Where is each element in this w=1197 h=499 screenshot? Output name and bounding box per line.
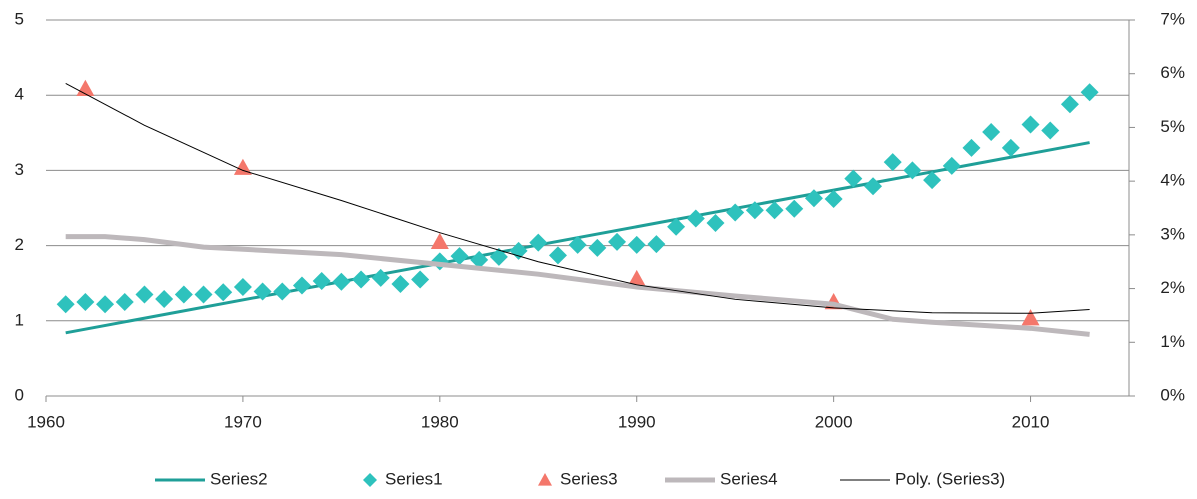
data-point [706, 214, 725, 233]
data-point [174, 285, 193, 304]
y-tick-label: 5 [15, 9, 24, 28]
y-tick-label: 0 [15, 385, 24, 404]
y2-tick-label: 2% [1160, 278, 1185, 297]
data-point [667, 217, 686, 236]
data-point [332, 272, 351, 291]
data-point [470, 250, 489, 269]
data-point [608, 232, 627, 251]
y2-tick-label: 0% [1160, 385, 1185, 404]
data-point [233, 277, 252, 296]
data-point [726, 203, 745, 222]
data-point [1060, 95, 1079, 114]
data-point [509, 241, 528, 260]
x-tick-label: 1980 [421, 412, 459, 431]
data-point [1080, 83, 1099, 102]
x-tick-label: 1970 [224, 412, 262, 431]
data-point [686, 209, 705, 228]
data-point [214, 283, 233, 302]
data-point [411, 270, 430, 289]
data-point [56, 295, 75, 314]
data-point [233, 158, 252, 175]
data-point [548, 246, 567, 265]
data-point [489, 247, 508, 266]
legend-label: Poly. (Series3) [895, 469, 1005, 488]
y2-tick-label: 7% [1160, 9, 1185, 28]
legend-label: Series2 [210, 469, 268, 488]
data-point [1041, 121, 1060, 140]
data-point [745, 201, 764, 220]
y2-tick-label: 4% [1160, 171, 1185, 190]
data-point [115, 293, 134, 311]
data-point [785, 199, 804, 218]
data-point [292, 276, 311, 295]
legend-label: Series3 [560, 469, 618, 488]
data-point [883, 153, 902, 172]
legend-label: Series4 [720, 469, 778, 488]
data-point [824, 189, 843, 208]
data-point [923, 171, 942, 190]
data-point [352, 270, 371, 289]
data-point [155, 289, 174, 308]
data-point [864, 177, 883, 196]
data-point [903, 161, 922, 180]
x-tick-label: 2010 [1012, 412, 1050, 431]
data-point [1001, 138, 1020, 157]
y2-tick-label: 1% [1160, 332, 1185, 351]
y-tick-label: 1 [15, 310, 24, 329]
data-point [1021, 115, 1040, 134]
legend-swatch [538, 473, 552, 486]
data-point [1021, 309, 1040, 326]
series-line [65, 234, 1090, 337]
y2-tick-label: 3% [1160, 224, 1185, 243]
x-tick-label: 2000 [815, 412, 853, 431]
series-line [65, 82, 1090, 314]
data-point [844, 169, 863, 188]
y-tick-label: 4 [15, 85, 24, 104]
y-tick-label: 3 [15, 160, 24, 179]
legend-label: Series1 [385, 469, 443, 488]
data-point [96, 295, 115, 314]
data-point [76, 293, 95, 311]
data-point [568, 235, 587, 254]
data-point [135, 285, 154, 304]
y-tick-label: 2 [15, 235, 24, 254]
data-point [273, 282, 292, 301]
x-tick-label: 1960 [27, 412, 65, 431]
data-point [391, 274, 410, 293]
data-point [982, 123, 1001, 142]
data-point [627, 235, 646, 254]
data-point [430, 232, 449, 250]
data-point [529, 233, 548, 252]
data-point [312, 271, 331, 290]
data-point [962, 138, 981, 157]
data-point [194, 285, 213, 304]
data-point [804, 189, 823, 208]
data-point [647, 235, 666, 254]
data-point [588, 238, 607, 257]
legend-swatch [363, 473, 377, 487]
data-point [371, 268, 390, 287]
data-point [765, 201, 784, 220]
y2-tick-label: 6% [1160, 63, 1185, 82]
data-point [253, 282, 272, 301]
data-point [627, 269, 646, 287]
y2-tick-label: 5% [1160, 117, 1185, 136]
x-tick-label: 1990 [618, 412, 656, 431]
data-point [942, 156, 961, 175]
data-point [450, 247, 469, 266]
